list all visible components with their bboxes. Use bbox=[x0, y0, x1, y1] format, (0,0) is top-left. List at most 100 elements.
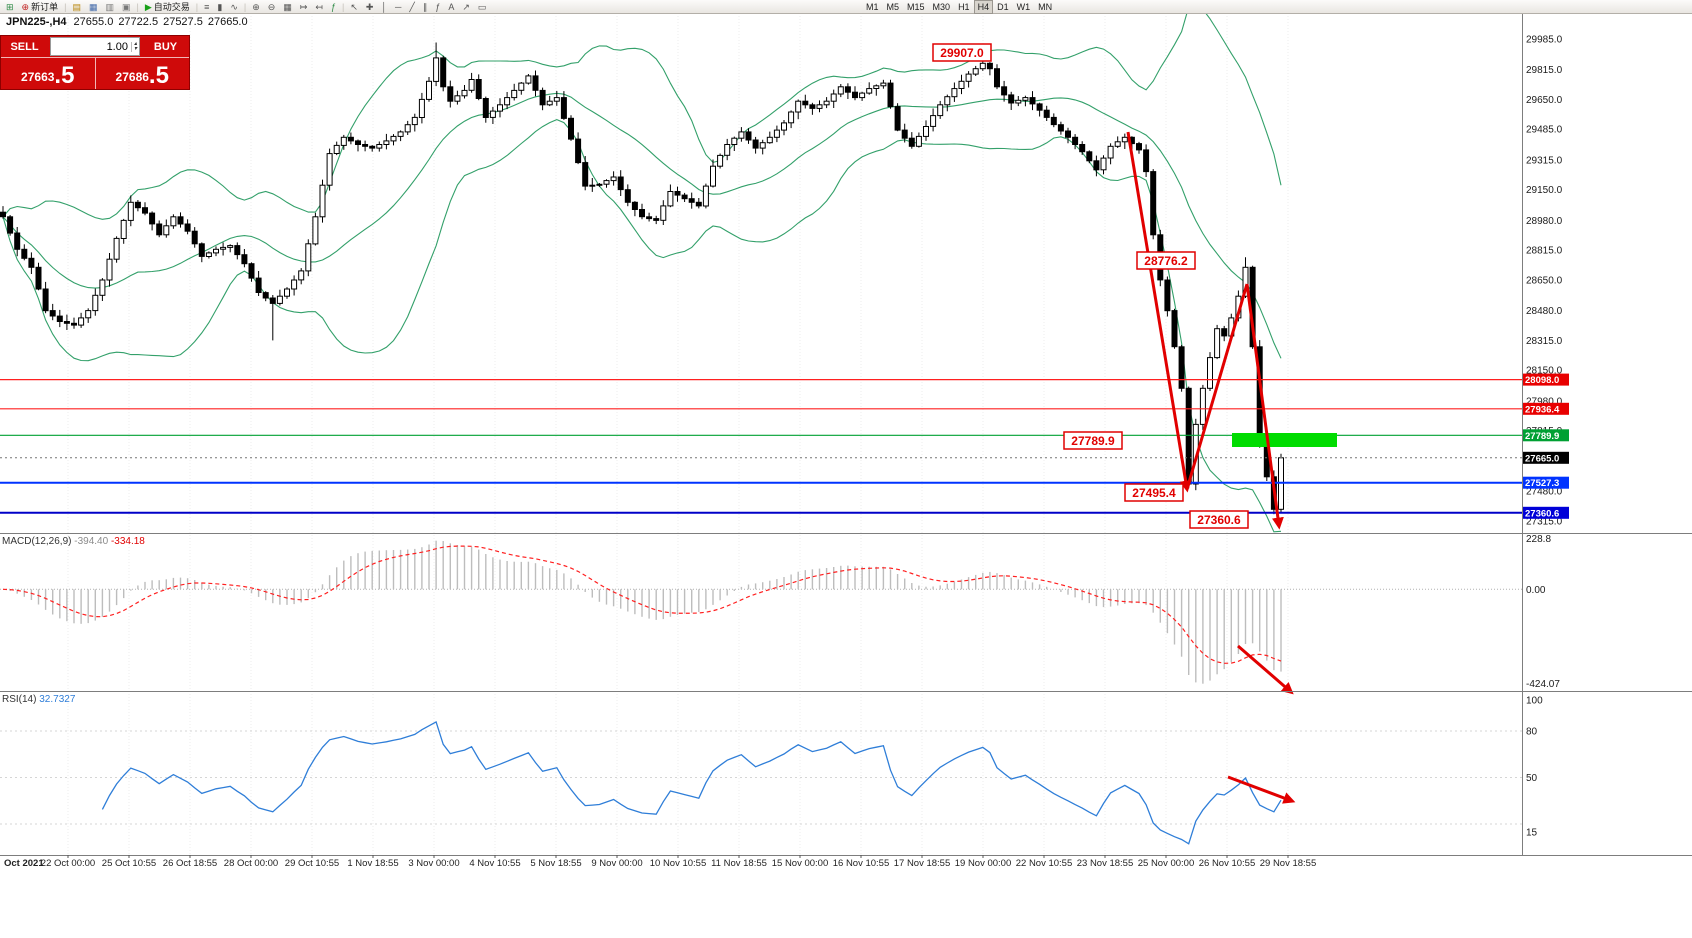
trend-arrow-4[interactable] bbox=[1237, 644, 1294, 695]
macd-histogram bbox=[9, 540, 1282, 684]
volume-down-icon[interactable]: ▾ bbox=[133, 45, 137, 52]
price-tick: 28480.0 bbox=[1526, 306, 1563, 317]
autotrade-button-label: 自动交易 bbox=[153, 2, 190, 12]
timeframe-m5[interactable]: M5 bbox=[886, 1, 900, 12]
trend-arrow-3[interactable] bbox=[1245, 283, 1284, 530]
svg-text:27789.9: 27789.9 bbox=[1525, 431, 1559, 442]
auto-scroll-icon[interactable]: ↦ bbox=[296, 0, 312, 14]
fibonacci-icon[interactable]: ƒ bbox=[431, 0, 444, 14]
line-chart-icon[interactable]: ∿ bbox=[226, 0, 242, 14]
bollinger-band-lower bbox=[2, 119, 1282, 533]
toolbar-separator-4: | bbox=[243, 1, 247, 12]
chart-shift-icon[interactable]: ↤ bbox=[311, 0, 327, 14]
callout-text: 28776.2 bbox=[1144, 254, 1188, 268]
macd-panel[interactable] bbox=[0, 540, 1522, 684]
bar-chart-icon[interactable]: ≡ bbox=[200, 0, 213, 14]
timeframe-d1[interactable]: D1 bbox=[997, 1, 1009, 12]
text-label-icon[interactable]: A bbox=[444, 0, 458, 14]
price-callout-27495.4[interactable]: 27495.4 bbox=[1124, 483, 1184, 502]
arrows-tool-icon[interactable]: ↗ bbox=[458, 0, 474, 14]
timeframe-m1[interactable]: M1 bbox=[866, 1, 879, 12]
zoom-in-icon[interactable]: ⊕ bbox=[248, 0, 264, 14]
toolbar-separator-3: | bbox=[195, 1, 199, 12]
terminal-icon[interactable]: ▣ bbox=[118, 0, 135, 14]
time-tick: 10 Nov 10:55 bbox=[650, 858, 707, 869]
trend-arrow-5[interactable] bbox=[1227, 775, 1296, 804]
trend-arrow-2[interactable] bbox=[1185, 283, 1249, 490]
timeframe-m15[interactable]: M15 bbox=[907, 1, 925, 12]
horizontal-line-icon[interactable]: ─ bbox=[391, 0, 405, 14]
toolbar: ⊞ ⊕ 新订单 | ▤ ▦ ▥ ▣ | ▶ 自动交易 | ≡ ▮ ∿ | ⊕ ⊖ ▦ ↦ ↤ ƒ | ↖ ✚ │ ─ ╱ ∥ ƒ A ↗ ▭ M1… bbox=[0, 0, 1692, 14]
timeframe-mn[interactable]: MN bbox=[1038, 1, 1053, 12]
ohlc-low: 27527.5 bbox=[163, 16, 203, 28]
indicators-icon[interactable]: ƒ bbox=[327, 0, 340, 14]
price-callout-28776.2[interactable]: 28776.2 bbox=[1136, 251, 1196, 270]
buy-button[interactable]: BUY bbox=[153, 40, 178, 53]
shapes-tool-icon[interactable]: ▭ bbox=[474, 0, 491, 14]
trend-arrow-1[interactable] bbox=[1126, 131, 1192, 493]
auto-scroll-icon: ↦ bbox=[299, 1, 308, 12]
buy-price-main: 27686 bbox=[115, 70, 149, 84]
time-tick: 5 Nov 18:55 bbox=[530, 858, 581, 869]
volume-input[interactable]: 1.00 ▴ ▾ bbox=[50, 37, 140, 56]
buy-price[interactable]: 27686 .5 bbox=[96, 58, 190, 89]
new-chart-icon[interactable]: ⊞ bbox=[2, 0, 18, 14]
candlestick-chart-icon[interactable]: ▮ bbox=[213, 0, 226, 14]
sell-button[interactable]: SELL bbox=[10, 40, 39, 53]
svg-text:27936.4: 27936.4 bbox=[1525, 404, 1560, 415]
market-watch-icon: ▤ bbox=[72, 1, 81, 12]
vertical-line-icon: │ bbox=[381, 1, 388, 12]
timeframe-h4[interactable]: H4 bbox=[973, 0, 994, 14]
price-axis[interactable]: 29985.0 29815.0 29650.0 29485.0 29315.0 29150… bbox=[1523, 34, 1569, 838]
price-callout-27789.9[interactable]: 27789.9 bbox=[1063, 431, 1123, 450]
vertical-line-icon[interactable]: │ bbox=[377, 0, 391, 14]
price-callout-27360.6[interactable]: 27360.6 bbox=[1189, 510, 1249, 529]
horizontal-line-icon: ─ bbox=[395, 1, 402, 12]
price-tick: 28315.0 bbox=[1526, 336, 1563, 347]
ohlc-open: 27655.0 bbox=[73, 16, 114, 28]
toolbar-separator-1: | bbox=[64, 1, 67, 12]
price-tag-27527.3: 27527.3 bbox=[1523, 476, 1569, 489]
new-order-button-icon: ⊕ bbox=[21, 1, 30, 12]
time-tick: 28 Oct 00:00 bbox=[224, 858, 278, 869]
timeframe-h1[interactable]: H1 bbox=[958, 1, 970, 12]
tile-windows-icon[interactable]: ▦ bbox=[279, 0, 296, 14]
toolbar-separator-2: | bbox=[136, 1, 139, 12]
new-order-button[interactable]: ⊕ 新订单 bbox=[18, 0, 63, 14]
crosshair-icon[interactable]: ✚ bbox=[362, 0, 378, 14]
toolbar-separator-2: | bbox=[135, 0, 141, 14]
tile-windows-icon: ▦ bbox=[283, 1, 292, 12]
time-tick: 4 Nov 10:55 bbox=[469, 858, 520, 869]
macd-axis-tick: 0.00 bbox=[1526, 585, 1546, 596]
price-tick: 28980.0 bbox=[1526, 216, 1563, 227]
chart-annotations[interactable]: 29907.0 28776.2 27789.9 27495.4 27360.6 bbox=[932, 43, 1296, 804]
time-tick: 3 Nov 00:00 bbox=[408, 858, 459, 869]
market-watch-icon[interactable]: ▤ bbox=[68, 0, 85, 14]
navigator-icon[interactable]: ▥ bbox=[101, 0, 118, 14]
macd-signal-value: -334.18 bbox=[110, 536, 145, 547]
timeframe-m30[interactable]: M30 bbox=[932, 1, 951, 12]
timeframe-w1[interactable]: W1 bbox=[1016, 1, 1031, 12]
price-chart-area[interactable] bbox=[0, 4, 1522, 533]
trendline-icon[interactable]: ╱ bbox=[405, 0, 418, 14]
volume-up-icon[interactable]: ▴ bbox=[133, 40, 137, 47]
rsi-panel[interactable] bbox=[0, 720, 1522, 845]
price-callout-29907.0[interactable]: 29907.0 bbox=[932, 43, 992, 62]
time-tick: 23 Nov 18:55 bbox=[1077, 858, 1134, 869]
autotrade-button[interactable]: ▶ 自动交易 bbox=[141, 0, 194, 14]
bar-chart-icon: ≡ bbox=[204, 1, 210, 12]
cursor-icon[interactable]: ↖ bbox=[346, 0, 362, 14]
zoom-out-icon[interactable]: ⊖ bbox=[264, 0, 280, 14]
volume-spinner[interactable]: ▴ ▾ bbox=[130, 40, 139, 52]
data-window-icon[interactable]: ▦ bbox=[85, 0, 102, 14]
callout-text: 27360.6 bbox=[1197, 513, 1241, 527]
highlight-rectangle[interactable] bbox=[1232, 433, 1337, 447]
price-tick: 27480.0 bbox=[1526, 487, 1563, 498]
equidistant-channel-icon[interactable]: ∥ bbox=[419, 0, 432, 14]
zoom-in-icon: ⊕ bbox=[252, 1, 260, 12]
price-tag-27665.0: 27665.0 bbox=[1523, 451, 1569, 464]
sell-price[interactable]: 27663 .5 bbox=[1, 58, 96, 89]
